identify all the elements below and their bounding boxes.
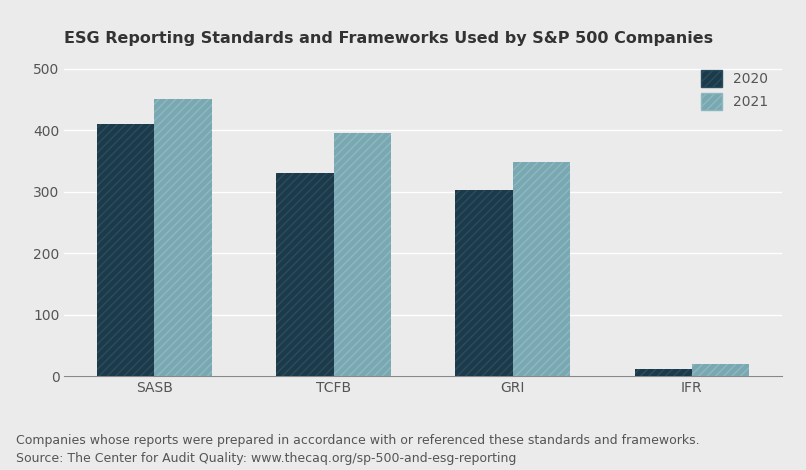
Bar xyxy=(97,124,155,376)
Bar xyxy=(455,190,513,376)
Text: ESG Reporting Standards and Frameworks Used by S&P 500 Companies: ESG Reporting Standards and Frameworks U… xyxy=(64,31,713,46)
Bar xyxy=(513,162,570,376)
Text: Source: The Center for Audit Quality: www.thecaq.org/sp-500-and-esg-reporting: Source: The Center for Audit Quality: ww… xyxy=(16,452,517,464)
Bar xyxy=(334,133,391,376)
Text: Companies whose reports were prepared in accordance with or referenced these sta: Companies whose reports were prepared in… xyxy=(16,434,700,447)
Bar xyxy=(634,368,692,376)
Bar xyxy=(692,364,750,376)
Legend: 2020, 2021: 2020, 2021 xyxy=(694,63,775,117)
Bar xyxy=(155,100,212,376)
Bar xyxy=(276,173,334,376)
